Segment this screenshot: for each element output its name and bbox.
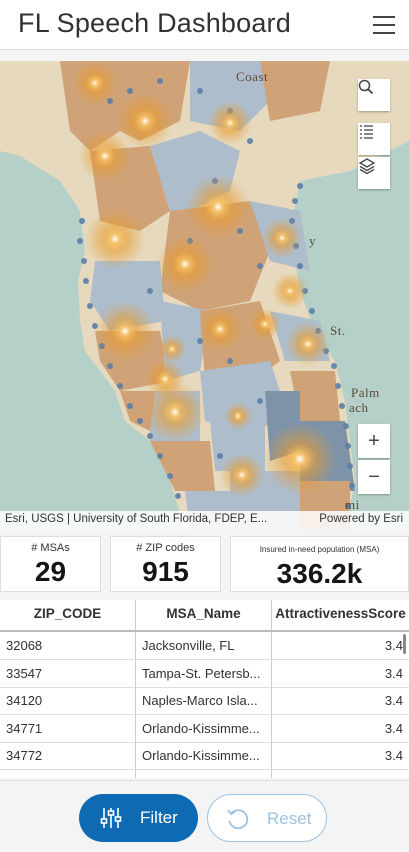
- card-msas: # MSAs 29: [0, 536, 101, 592]
- card-zip-codes: # ZIP codes 915: [110, 536, 221, 592]
- page-title: FL Speech Dashboard: [18, 8, 291, 38]
- cell-msa-name: Naples-Marco Isla...: [136, 687, 272, 714]
- cell-zip-code: 34772: [0, 742, 136, 769]
- map-label-beach: ach: [349, 400, 369, 415]
- map-label-bay: y: [309, 233, 316, 248]
- card-value: 915: [142, 556, 189, 587]
- search-icon: [358, 79, 374, 95]
- footer-bar: Filter Reset: [0, 780, 409, 852]
- search-button[interactable]: [358, 79, 390, 111]
- filter-sliders-icon: [100, 808, 122, 828]
- cell-msa-name: Orlando-Kissimme...: [136, 714, 272, 742]
- card-label: # MSAs: [31, 542, 70, 554]
- card-value: 336.2k: [276, 558, 363, 589]
- cell-zip-code: 34771: [0, 714, 136, 742]
- table-row[interactable]: 34120 Naples-Marco Isla... 3.4: [0, 687, 409, 715]
- zoom-in-icon: +: [368, 429, 380, 452]
- table-scrollbar[interactable]: [403, 634, 406, 654]
- cell-msa-name: Jacksonville, FL: [136, 769, 272, 778]
- filter-label: Filter: [140, 808, 178, 827]
- card-label: # ZIP codes: [136, 542, 195, 554]
- layers-button[interactable]: [358, 157, 390, 189]
- reset-label: Reset: [267, 809, 312, 828]
- layers-icon: [358, 158, 376, 175]
- column-header-score[interactable]: AttractivenessScore: [275, 606, 406, 621]
- zoom-out-icon: −: [368, 465, 380, 488]
- map-label-st: St.: [330, 323, 346, 338]
- menu-icon[interactable]: [373, 16, 395, 34]
- reset-icon: [227, 809, 249, 830]
- legend-list-icon: [360, 125, 373, 139]
- zoom-out-button[interactable]: −: [358, 460, 390, 494]
- column-header-zip[interactable]: ZIP_CODE: [0, 600, 136, 630]
- map-label-coast: Coast: [236, 69, 269, 84]
- cell-attractiveness-score: 3.4: [384, 720, 403, 736]
- cell-msa-name: Tampa-St. Petersb...: [136, 659, 272, 687]
- filter-button[interactable]: Filter: [79, 794, 198, 842]
- column-header-msa[interactable]: MSA_Name: [136, 600, 272, 630]
- cell-attractiveness-score: 3.4: [384, 665, 403, 681]
- powered-by-esri[interactable]: Powered by Esri: [319, 513, 403, 525]
- cell-msa-name: Jacksonville, FL: [136, 632, 272, 659]
- table-row[interactable]: 34772 Orlando-Kissimme... 3.4: [0, 742, 409, 770]
- table-row[interactable]: 32068 Jacksonville, FL 3.4: [0, 632, 409, 660]
- cell-attractiveness-score: 3.1: [272, 770, 409, 779]
- cell-attractiveness-score: 3.4: [384, 638, 403, 653]
- cell-zip-code: 33547: [0, 659, 136, 687]
- map-attribution: Esri, USGS | University of South Florida…: [0, 511, 409, 530]
- table-row[interactable]: 34771 Orlando-Kissimme... 3.4: [0, 714, 409, 743]
- app-header: FL Speech Dashboard: [0, 0, 409, 50]
- attribution-text[interactable]: Esri, USGS | University of South Florida…: [5, 513, 268, 525]
- cell-attractiveness-score: 3.4: [384, 693, 403, 708]
- cell-msa-name: Orlando-Kissimme...: [136, 742, 272, 769]
- legend-button[interactable]: [358, 123, 390, 155]
- map-label-palm: Palm: [351, 385, 380, 400]
- card-insured-population: Insured in-need population (MSA) 336.2k: [230, 536, 409, 592]
- map-view[interactable]: Coast y St. Palm ach mi + − Esri, USGS |…: [0, 61, 409, 530]
- cell-attractiveness-score: 3.4: [384, 748, 403, 763]
- zoom-in-button[interactable]: +: [358, 424, 390, 458]
- map-canvas: [0, 61, 409, 530]
- reset-button[interactable]: Reset: [207, 794, 327, 842]
- cell-zip-code: 32068: [0, 632, 136, 659]
- cell-zip-code: 34120: [0, 687, 136, 714]
- data-table[interactable]: ZIP_CODE MSA_Name AttractivenessScore 32…: [0, 600, 409, 778]
- table-header: ZIP_CODE MSA_Name AttractivenessScore: [0, 600, 409, 632]
- table-row[interactable]: 32092Jacksonville, FL3.1: [0, 769, 409, 779]
- indicator-cards: # MSAs 29 # ZIP codes 915 Insured in-nee…: [0, 531, 409, 597]
- table-row[interactable]: 33547 Tampa-St. Petersb... 3.4: [0, 659, 409, 688]
- card-value: 29: [34, 556, 67, 587]
- cell-zip-code: 32092: [0, 769, 136, 778]
- card-label: Insured in-need population (MSA): [259, 545, 380, 554]
- map-label-mi: mi: [345, 497, 360, 512]
